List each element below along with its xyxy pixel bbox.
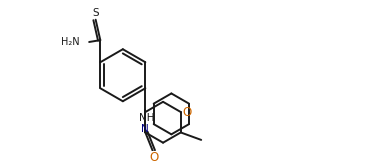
- Text: S: S: [92, 8, 99, 18]
- Text: NH: NH: [138, 113, 154, 123]
- Text: N: N: [141, 124, 149, 134]
- Text: O: O: [149, 151, 158, 163]
- Text: H₂N: H₂N: [61, 37, 80, 47]
- Text: O: O: [183, 105, 192, 119]
